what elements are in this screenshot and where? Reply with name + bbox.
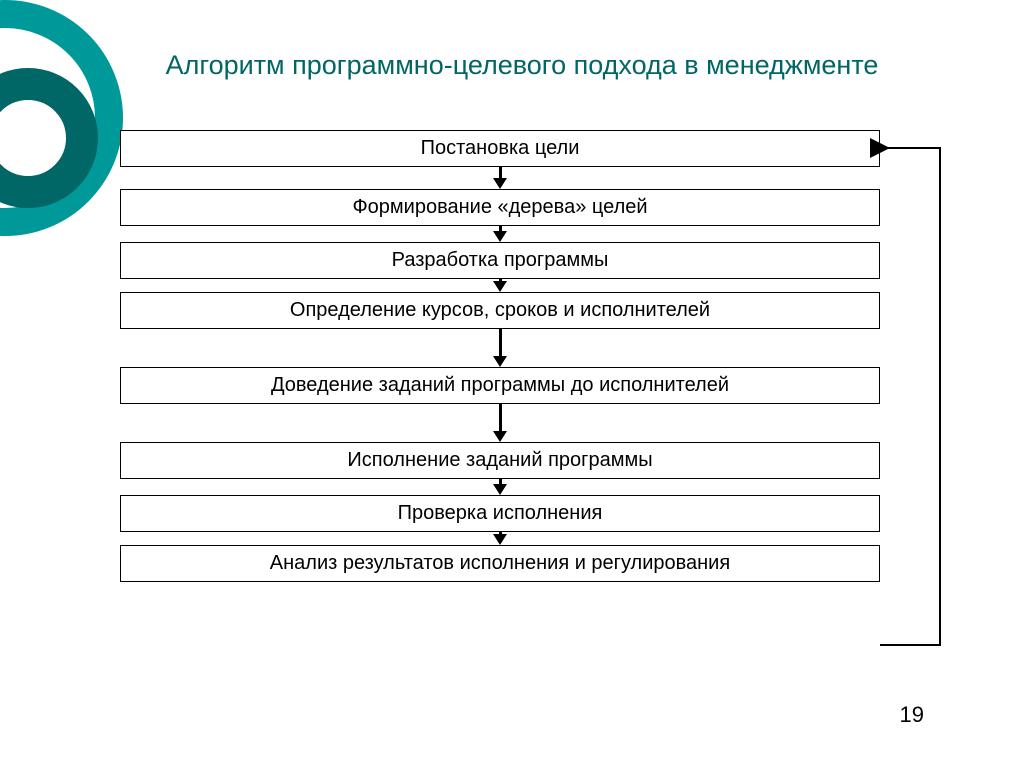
flow-box-b3: Разработка программы: [120, 242, 880, 279]
flowchart-container: Постановка цели Формирование «дерева» цел…: [120, 130, 880, 582]
flow-arrow-4: [493, 329, 507, 367]
flow-arrow-6: [493, 479, 507, 495]
page-number: 19: [900, 702, 924, 728]
flow-arrow-5: [493, 404, 507, 442]
page-title: Алгоритм программно-целевого подхода в м…: [70, 50, 974, 81]
flow-arrow-7: [493, 532, 507, 545]
flow-box-b8: Анализ результатов исполнения и регулиро…: [120, 545, 880, 582]
flow-arrow-1: [493, 167, 507, 189]
flow-box-b1: Постановка цели: [120, 130, 880, 167]
flow-arrow-2: [493, 226, 507, 242]
flow-box-b6: Исполнение заданий программы: [120, 442, 880, 479]
flow-box-b7: Проверка исполнения: [120, 495, 880, 532]
flow-box-b4: Определение курсов, сроков и исполнителе…: [120, 292, 880, 329]
flow-box-b5: Доведение заданий программы до исполните…: [120, 367, 880, 404]
flow-box-b2: Формирование «дерева» целей: [120, 189, 880, 226]
flow-arrow-3: [493, 279, 507, 292]
